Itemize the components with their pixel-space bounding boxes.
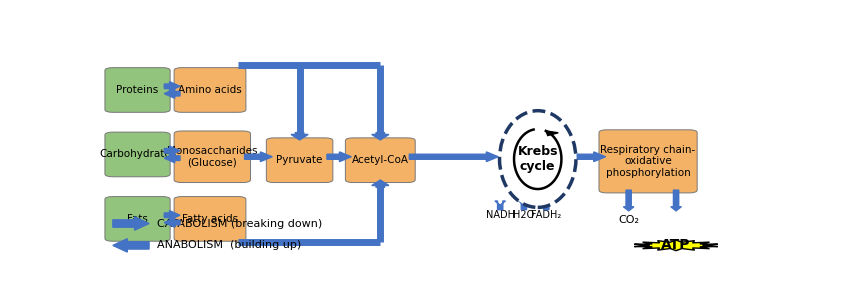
- Polygon shape: [623, 190, 634, 211]
- Polygon shape: [371, 132, 388, 140]
- Polygon shape: [164, 153, 180, 163]
- FancyBboxPatch shape: [174, 68, 246, 112]
- Text: Proteins: Proteins: [116, 85, 159, 95]
- Polygon shape: [518, 201, 530, 210]
- Text: Monosaccharides
(Glucose): Monosaccharides (Glucose): [167, 146, 258, 167]
- Polygon shape: [327, 152, 351, 161]
- Polygon shape: [164, 89, 180, 98]
- Text: Amino acids: Amino acids: [178, 85, 242, 95]
- FancyBboxPatch shape: [105, 196, 170, 241]
- Text: Carbohydrates: Carbohydrates: [99, 150, 176, 159]
- FancyBboxPatch shape: [174, 196, 246, 241]
- Polygon shape: [634, 240, 717, 251]
- Text: Fats: Fats: [128, 214, 148, 224]
- FancyBboxPatch shape: [105, 132, 170, 177]
- Polygon shape: [113, 217, 149, 230]
- FancyBboxPatch shape: [105, 68, 170, 112]
- Ellipse shape: [500, 111, 576, 208]
- Polygon shape: [546, 131, 558, 135]
- Polygon shape: [291, 132, 309, 140]
- FancyBboxPatch shape: [266, 138, 333, 182]
- Polygon shape: [164, 218, 180, 227]
- Polygon shape: [410, 152, 498, 161]
- Text: Pyruvate: Pyruvate: [276, 155, 323, 165]
- FancyBboxPatch shape: [345, 138, 415, 182]
- Text: ATP: ATP: [661, 238, 691, 252]
- Text: Krebs
cycle: Krebs cycle: [518, 145, 558, 173]
- Polygon shape: [371, 180, 388, 187]
- Text: Acetyl-CoA: Acetyl-CoA: [352, 155, 409, 165]
- Polygon shape: [164, 82, 180, 91]
- Text: Fatty acids: Fatty acids: [182, 214, 238, 224]
- Polygon shape: [495, 201, 506, 210]
- Text: CATABOLISM (breaking down): CATABOLISM (breaking down): [157, 219, 322, 228]
- Text: H2O: H2O: [513, 210, 535, 220]
- FancyBboxPatch shape: [174, 131, 251, 182]
- Polygon shape: [541, 201, 552, 210]
- Polygon shape: [577, 152, 605, 161]
- Polygon shape: [164, 210, 180, 220]
- FancyBboxPatch shape: [599, 130, 697, 193]
- Polygon shape: [164, 146, 180, 155]
- Text: FADH₂: FADH₂: [531, 210, 561, 220]
- Polygon shape: [245, 152, 272, 161]
- Polygon shape: [113, 239, 149, 252]
- Text: NADH: NADH: [485, 210, 515, 220]
- Text: Respiratory chain-
oxidative
phosphorylation: Respiratory chain- oxidative phosphoryla…: [600, 145, 695, 178]
- Text: ANABOLISM  (building up): ANABOLISM (building up): [157, 240, 301, 250]
- Text: CO₂: CO₂: [618, 215, 639, 225]
- Polygon shape: [671, 190, 682, 211]
